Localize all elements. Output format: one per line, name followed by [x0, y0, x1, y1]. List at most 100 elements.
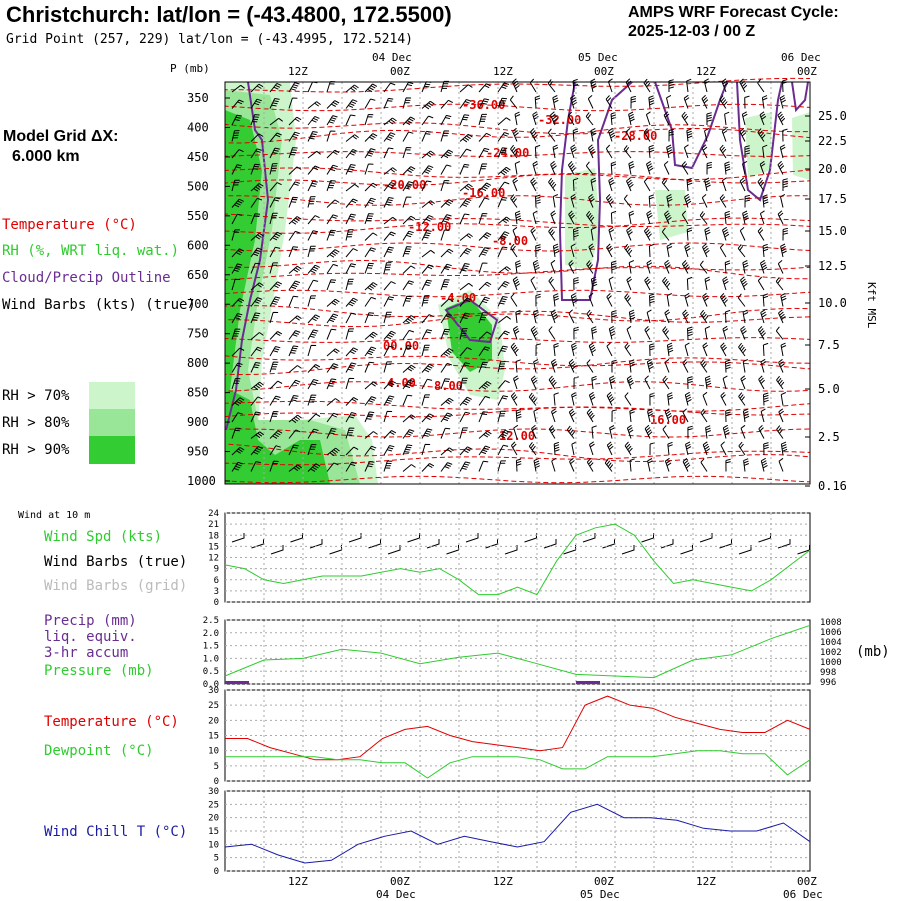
wind-barb [648, 243, 655, 258]
wind-barb [740, 325, 747, 340]
wind-barb [664, 358, 670, 373]
top-hour: 12Z [493, 65, 513, 78]
wind-barb [700, 408, 708, 423]
wind-barb [626, 424, 634, 439]
wind-barb [722, 424, 730, 439]
wind-barb [551, 457, 557, 472]
wind-barb [459, 461, 471, 472]
legend-temperature: Temperature (°C) [2, 217, 137, 233]
wind-barb [742, 309, 749, 324]
wind-barb [647, 408, 654, 423]
wind-barb [530, 375, 538, 390]
wind-barb [402, 364, 416, 373]
wind-barb [345, 297, 358, 307]
wind-barb [345, 99, 358, 109]
wind-barb [624, 342, 632, 357]
wind-barb-10m [407, 533, 420, 543]
wind-barb [269, 380, 283, 390]
wind-barb [606, 342, 613, 357]
wind-barb [497, 444, 509, 456]
wind-barb-10m [602, 539, 615, 549]
wind-barb [326, 412, 339, 423]
wind-barb [478, 312, 488, 324]
wind-barb [649, 343, 655, 357]
bottom-hour: 12Z [493, 875, 513, 888]
temperature-contour-label: -12.00 [408, 220, 451, 234]
wind-barb-10m [777, 539, 791, 549]
wind-barb [535, 343, 542, 357]
wind-barb [606, 391, 615, 406]
wind-barb [231, 412, 243, 423]
wind-barb [288, 82, 300, 93]
wind-barb [780, 243, 787, 258]
wind-barb [269, 395, 281, 406]
wind-barb [459, 84, 473, 93]
wind-barb [421, 165, 434, 175]
wind-barb [307, 81, 318, 93]
wind-barb [440, 80, 449, 93]
wind-barb [608, 276, 614, 291]
wind-barb [648, 194, 655, 208]
wind-barb [478, 411, 489, 423]
wind-barb [585, 161, 594, 175]
wind-barb [288, 216, 302, 225]
temperature-contour-label: -8.00 [492, 234, 528, 248]
wind-barb [533, 408, 539, 423]
wind-barb [269, 281, 283, 291]
wind-barb [744, 194, 751, 208]
wind-barb [364, 331, 378, 340]
wind-barb [644, 326, 651, 340]
wind-barb [762, 144, 768, 159]
wind-barb [364, 148, 376, 159]
wind-barb [510, 194, 518, 208]
wind-barb [459, 263, 470, 274]
panel-frame [224, 790, 811, 872]
wind-barb [383, 395, 395, 406]
wind-barb [644, 276, 651, 291]
wind-barb [760, 358, 767, 373]
precip-label-accum: 3-hr accum [44, 645, 129, 661]
wind-barb [666, 342, 674, 357]
wind-barb [686, 128, 693, 142]
wind-barb [666, 194, 673, 208]
wind-barb [345, 312, 357, 324]
wind-barb [647, 458, 653, 472]
wind-barb [666, 144, 673, 159]
temperature-tick-label: 0 [214, 777, 219, 787]
wind-barb [497, 266, 511, 274]
wind-barb [548, 227, 556, 241]
temperature-contour-label: -16.00 [462, 186, 505, 200]
windchill-tick-label: 25 [208, 800, 219, 810]
wind-barb [402, 246, 412, 258]
temperature-contour [224, 122, 811, 139]
wind-barb [231, 397, 245, 406]
wind-barb [440, 462, 453, 472]
pressure-tick-label: 550 [187, 209, 209, 223]
wind-barb [478, 163, 488, 175]
legend-rh: RH (%, WRT liq. wat.) [2, 243, 180, 259]
wind-barb [364, 381, 378, 390]
wind-barb [782, 227, 789, 241]
wind-barb [421, 428, 433, 439]
windchill-tick-label: 15 [208, 827, 219, 837]
wind-barb [459, 163, 470, 175]
wind-barb [606, 293, 613, 307]
wind-barb [699, 211, 708, 225]
wind-barb [682, 408, 689, 423]
wind-barb [459, 328, 468, 340]
wind-barb [512, 276, 521, 291]
wind-barb [231, 446, 245, 456]
wind-barb [307, 463, 321, 472]
wind-barb [720, 342, 727, 357]
wind-barb [551, 408, 557, 423]
wind-barb [585, 112, 594, 126]
wind-barb [269, 311, 279, 324]
wind-barb [364, 461, 375, 472]
wind-barb [740, 276, 748, 291]
wind-barb [664, 259, 671, 274]
wind-barb [497, 330, 510, 340]
precip-label-liq: liq. equiv. [44, 629, 137, 645]
wind-barb [231, 84, 245, 93]
bottom-date-04: 04 Dec [376, 888, 416, 901]
top-date-05: 05 Dec [578, 51, 618, 64]
